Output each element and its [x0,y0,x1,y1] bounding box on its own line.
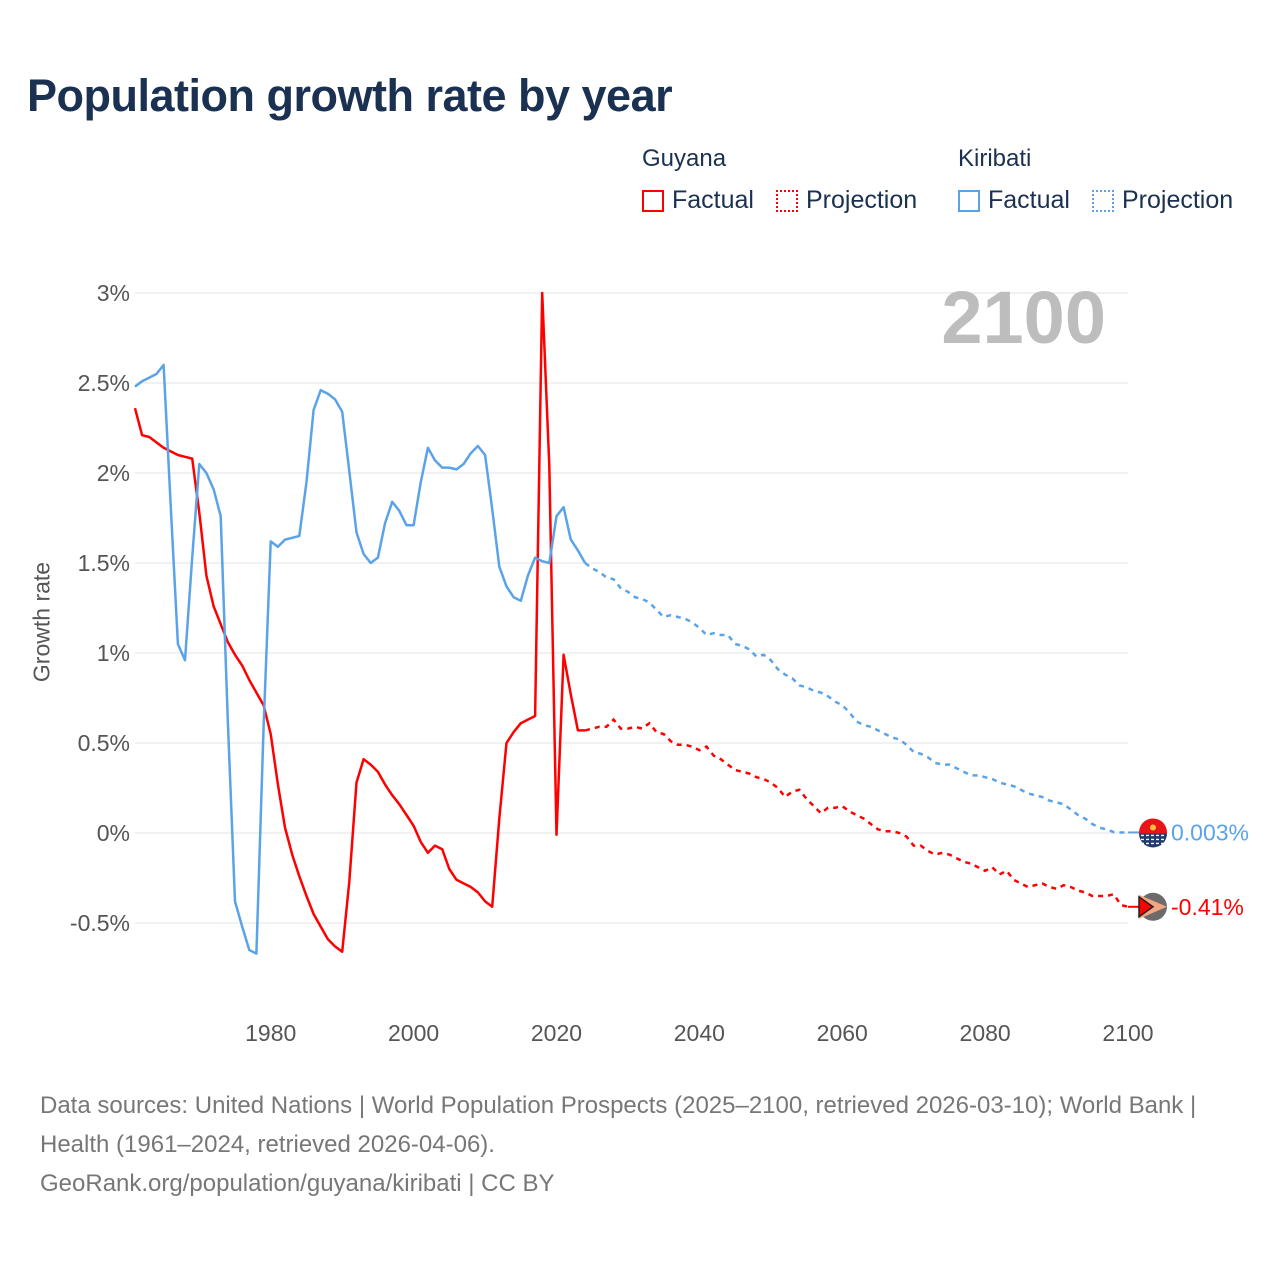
x-tick-label: 2080 [960,1020,1011,1046]
legend-label: Projection [806,186,918,214]
legend-kiribati-factual[interactable]: Factual [958,186,1070,215]
y-tick-label: 1% [97,640,130,666]
x-tick-label: 1980 [245,1020,296,1046]
legend-swatch-solid-icon [958,189,980,212]
legend-label: Projection [1122,186,1234,214]
credit-link[interactable]: GeoRank.org/population/guyana/kiribati |… [40,1170,555,1197]
end-value-label-guyana: -0.41% [1171,894,1244,920]
legend-kiribati-projection[interactable]: Projection [1092,186,1233,215]
legend-guyana-projection[interactable]: Projection [776,186,917,215]
series-kiribati-projection-line [584,562,1128,834]
legend-label: Factual [672,186,754,214]
end-value-label-kiribati: 0.003% [1171,819,1249,845]
x-tick-label: 2020 [531,1020,582,1046]
footer: Data sources: United Nations | World Pop… [40,1086,1240,1203]
legend-label: Factual [988,186,1070,214]
y-tick-label: 2% [97,460,130,486]
x-tick-label: 2000 [388,1020,439,1046]
x-tick-label: 2040 [674,1020,725,1046]
series-guyana-factual-line [133,291,586,954]
legend-swatch-solid-icon [642,189,664,212]
data-sources: Data sources: United Nations | World Pop… [40,1092,1197,1158]
x-tick-label: 2060 [817,1020,868,1046]
y-tick-label: 2.5% [78,370,130,396]
y-tick-label: 0% [97,820,130,846]
guyana-flag-triangle-icon [1138,895,1155,919]
y-tick-label: -0.5% [70,910,130,936]
y-tick-label: 0.5% [78,730,130,756]
legend-country-kiribati: Kiribati [958,145,1032,172]
legend-country-guyana: Guyana [642,145,727,172]
legend-guyana-factual[interactable]: Factual [642,186,754,215]
series-guyana-projection-line [584,717,1129,909]
kiribati-flag-sun-icon [1150,824,1156,831]
legend-swatch-dotted-icon [776,189,798,212]
chart-title: Population growth rate by year [27,70,673,121]
y-tick-label: 1.5% [78,550,130,576]
y-tick-label: 3% [97,280,130,306]
current-year-label: 2100 [941,276,1106,359]
x-tick-label: 2100 [1102,1020,1153,1046]
series-kiribati-factual-line [134,363,587,955]
y-axis-label: Growth rate [28,561,55,683]
legend-swatch-dotted-icon [1092,189,1114,212]
